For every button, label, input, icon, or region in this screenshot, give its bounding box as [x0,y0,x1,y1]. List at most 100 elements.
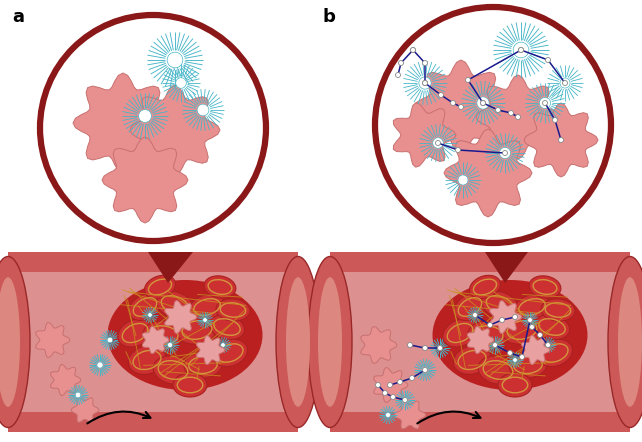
Circle shape [512,315,517,320]
Circle shape [422,61,428,65]
Ellipse shape [443,319,477,347]
Circle shape [221,343,225,347]
Polygon shape [36,323,70,358]
Ellipse shape [157,291,193,319]
Polygon shape [414,60,508,154]
Circle shape [399,61,404,65]
Polygon shape [330,272,630,412]
Ellipse shape [117,319,152,347]
Polygon shape [165,301,197,334]
Circle shape [492,343,498,347]
Polygon shape [374,367,408,403]
Ellipse shape [276,256,320,427]
Circle shape [456,148,460,152]
Polygon shape [521,335,550,365]
Circle shape [480,100,485,106]
Circle shape [473,312,478,317]
Ellipse shape [286,277,310,407]
Circle shape [514,359,516,361]
Polygon shape [361,327,397,363]
Circle shape [559,137,564,142]
Circle shape [517,47,525,53]
Text: b: b [322,8,335,26]
Polygon shape [102,137,188,223]
Circle shape [75,392,81,398]
FancyArrowPatch shape [87,412,150,423]
Circle shape [402,397,408,403]
Ellipse shape [529,276,561,298]
Ellipse shape [189,294,225,320]
Ellipse shape [618,277,642,407]
Ellipse shape [509,352,547,378]
Circle shape [529,319,531,321]
Ellipse shape [184,352,222,378]
Circle shape [458,104,464,110]
Circle shape [168,343,173,347]
Circle shape [410,376,415,381]
Circle shape [422,80,428,86]
Circle shape [553,118,557,122]
Circle shape [563,81,567,85]
Circle shape [387,414,389,416]
Polygon shape [394,401,426,429]
Ellipse shape [128,346,166,374]
Circle shape [178,81,183,85]
Circle shape [477,97,489,109]
Polygon shape [71,398,99,422]
Circle shape [513,358,517,362]
Circle shape [499,317,505,323]
Circle shape [97,362,103,368]
Ellipse shape [482,291,518,319]
Circle shape [385,412,390,418]
Circle shape [562,80,568,85]
Polygon shape [73,73,173,173]
Circle shape [465,77,471,83]
Polygon shape [524,103,598,177]
Circle shape [528,317,532,323]
Circle shape [451,100,456,106]
Circle shape [143,113,148,119]
Circle shape [516,114,521,119]
Circle shape [508,110,514,115]
Circle shape [149,314,151,316]
Circle shape [408,343,413,347]
Circle shape [494,344,496,346]
Text: a: a [12,8,24,26]
Circle shape [537,332,542,338]
Circle shape [197,104,209,116]
Polygon shape [394,103,456,167]
Ellipse shape [433,280,587,390]
Ellipse shape [498,373,532,397]
Circle shape [519,47,523,53]
Ellipse shape [213,339,247,367]
Circle shape [148,313,152,317]
Ellipse shape [143,321,183,349]
Circle shape [496,107,501,113]
Ellipse shape [216,299,250,321]
Circle shape [171,57,178,63]
Polygon shape [51,364,81,396]
Polygon shape [476,75,560,159]
Ellipse shape [107,280,263,390]
Circle shape [437,346,442,351]
Circle shape [167,52,183,68]
Circle shape [473,313,477,317]
Circle shape [542,101,548,105]
Circle shape [404,399,406,401]
Polygon shape [148,252,193,283]
Circle shape [438,92,444,98]
Polygon shape [196,335,225,365]
Polygon shape [8,412,298,432]
Polygon shape [467,326,494,354]
Polygon shape [485,252,528,283]
Polygon shape [143,326,169,354]
Circle shape [474,314,476,316]
Circle shape [480,100,485,106]
Ellipse shape [153,356,193,384]
Ellipse shape [173,373,207,397]
Circle shape [546,343,550,347]
Ellipse shape [209,315,245,339]
Circle shape [77,394,79,396]
Circle shape [390,395,395,400]
Polygon shape [330,412,630,432]
